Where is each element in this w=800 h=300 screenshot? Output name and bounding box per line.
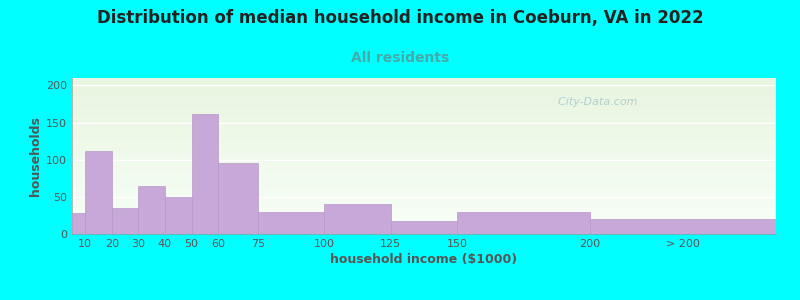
Bar — [112, 208, 138, 234]
Bar — [138, 186, 165, 234]
Text: Distribution of median household income in Coeburn, VA in 2022: Distribution of median household income … — [97, 9, 703, 27]
X-axis label: household income ($1000): household income ($1000) — [330, 253, 518, 266]
Text: City-Data.com: City-Data.com — [550, 97, 638, 107]
Bar — [191, 114, 218, 234]
Bar — [390, 221, 458, 234]
Bar — [590, 219, 776, 234]
Bar — [86, 151, 112, 234]
Bar — [458, 212, 590, 234]
Bar — [324, 204, 390, 234]
Bar — [165, 197, 191, 234]
Bar — [72, 213, 86, 234]
Bar — [218, 164, 258, 234]
Bar — [258, 212, 324, 234]
Y-axis label: households: households — [29, 116, 42, 196]
Text: All residents: All residents — [351, 51, 449, 65]
